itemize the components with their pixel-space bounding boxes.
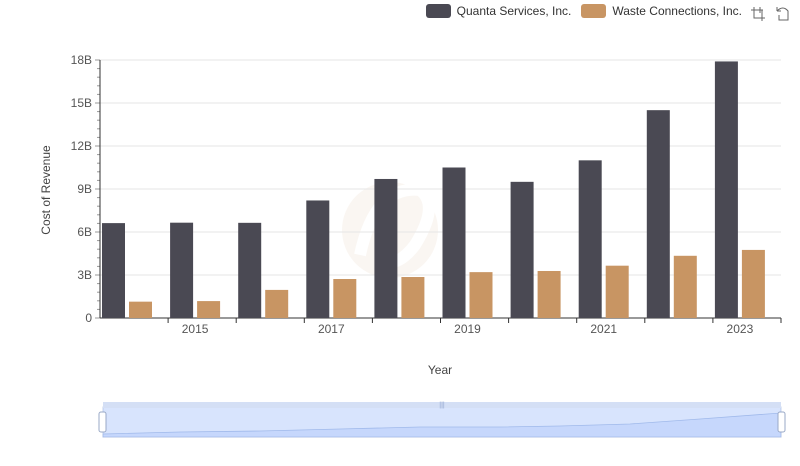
bar-quanta[interactable] — [306, 200, 330, 318]
bar-waste-connections[interactable] — [673, 255, 697, 318]
data-zoom-handle-left[interactable] — [98, 411, 107, 433]
y-tick-label: 3B — [77, 268, 92, 282]
bar-quanta[interactable] — [578, 160, 602, 318]
y-tick-label: 12B — [71, 139, 92, 153]
bar-waste-connections[interactable] — [605, 265, 629, 318]
y-tick-label: 0 — [85, 311, 92, 325]
y-tick-label: 15B — [71, 96, 92, 110]
data-zoom-drag-glyph: ||| — [439, 402, 445, 409]
bar-waste-connections[interactable] — [401, 277, 425, 318]
bar-waste-connections[interactable] — [197, 301, 221, 318]
x-tick-label: 2021 — [590, 322, 617, 336]
bar-quanta[interactable] — [170, 222, 194, 318]
legend-item-waste-connections[interactable]: Waste Connections, Inc. — [581, 4, 742, 18]
legend-item-quanta[interactable]: Quanta Services, Inc. — [425, 4, 572, 18]
reset-zoom-icon[interactable] — [774, 6, 790, 22]
legend-label-quanta: Quanta Services, Inc. — [456, 4, 572, 18]
y-tick-label: 18B — [71, 53, 92, 67]
y-tick-label: 6B — [77, 225, 92, 239]
bar-waste-connections[interactable] — [333, 279, 357, 318]
data-zoom-top-bar[interactable] — [103, 402, 781, 408]
bar-quanta[interactable] — [238, 222, 262, 318]
y-tick-label: 9B — [77, 182, 92, 196]
x-tick-label: 2019 — [454, 322, 481, 336]
x-tick-label: 2017 — [318, 322, 345, 336]
bar-quanta[interactable] — [646, 110, 670, 319]
x-tick-label: 2015 — [182, 322, 209, 336]
bar-waste-connections[interactable] — [265, 289, 289, 318]
legend-swatch-waste-connections — [581, 4, 607, 18]
bar-waste-connections[interactable] — [129, 301, 152, 318]
data-zoom-handle-right[interactable] — [777, 411, 786, 433]
data-zoom-preview-line — [102, 412, 782, 438]
zoom-icon[interactable] — [750, 6, 766, 22]
data-zoom-selection[interactable] — [103, 407, 781, 437]
bar-layer — [102, 61, 765, 319]
bar-waste-connections[interactable] — [741, 249, 765, 318]
bar-waste-connections[interactable] — [469, 272, 493, 318]
x-tick-label: 2023 — [727, 322, 754, 336]
toolbox — [750, 6, 790, 22]
grid-layer — [100, 59, 781, 276]
legend-swatch-quanta — [425, 4, 451, 18]
x-axis-title: Year — [428, 363, 452, 377]
y-axis-title: Cost of Revenue — [39, 145, 53, 235]
bar-quanta[interactable] — [510, 181, 534, 318]
bar-quanta[interactable] — [714, 61, 738, 318]
axis-layer: 0 3B 6B 9B 12B 15B 18B 2015 2017 2019 2021 2023 — [71, 53, 782, 336]
legend: Quanta Services, Inc. Waste Connections,… — [425, 4, 742, 18]
bar-quanta[interactable] — [374, 178, 398, 318]
bar-waste-connections[interactable] — [537, 270, 561, 318]
data-zoom-slider[interactable]: ||| — [98, 402, 786, 438]
bar-quanta[interactable] — [102, 223, 125, 318]
legend-label-waste-connections: Waste Connections, Inc. — [612, 4, 742, 18]
bar-quanta[interactable] — [442, 167, 466, 319]
